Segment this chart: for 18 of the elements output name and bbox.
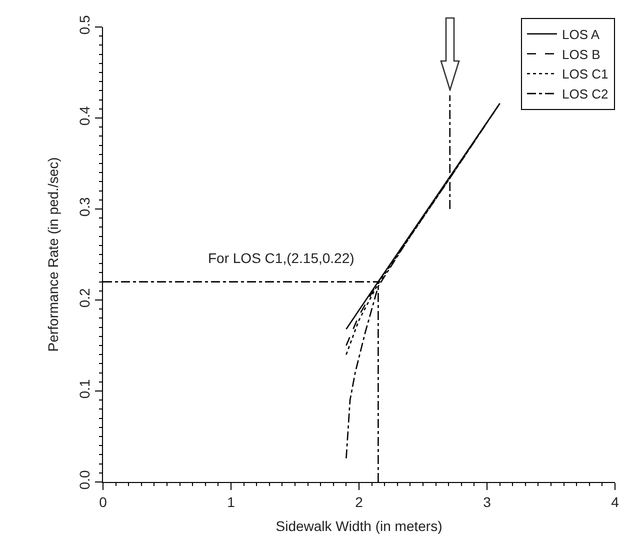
y-tick-label: 0.5 [76,14,92,35]
x-tick-label: 3 [483,494,492,510]
y-tick-label: 0.1 [76,378,92,399]
y-tick-label: 0.0 [76,470,92,490]
legend-label: LOS C2 [562,86,608,102]
legend-label: LOS C1 [562,66,608,82]
x-tick-label: 4 [611,494,620,510]
annotation: For LOS C1,(2.15,0.22) [208,250,354,266]
y-axis-title: Performance Rate (in ped./sec) [45,157,61,352]
x-tick-label: 2 [355,494,364,510]
y-tick-label: 0.3 [76,196,92,217]
y-tick-label: 0.4 [76,106,92,126]
x-axis-title: Sidewalk Width (in meters) [276,518,442,534]
legend-label: LOS B [562,46,600,62]
legend-label: LOS A [562,26,600,42]
x-tick-label: 0 [99,494,108,510]
y-tick-label: 0.2 [76,288,92,308]
x-tick-label: 1 [227,494,236,510]
